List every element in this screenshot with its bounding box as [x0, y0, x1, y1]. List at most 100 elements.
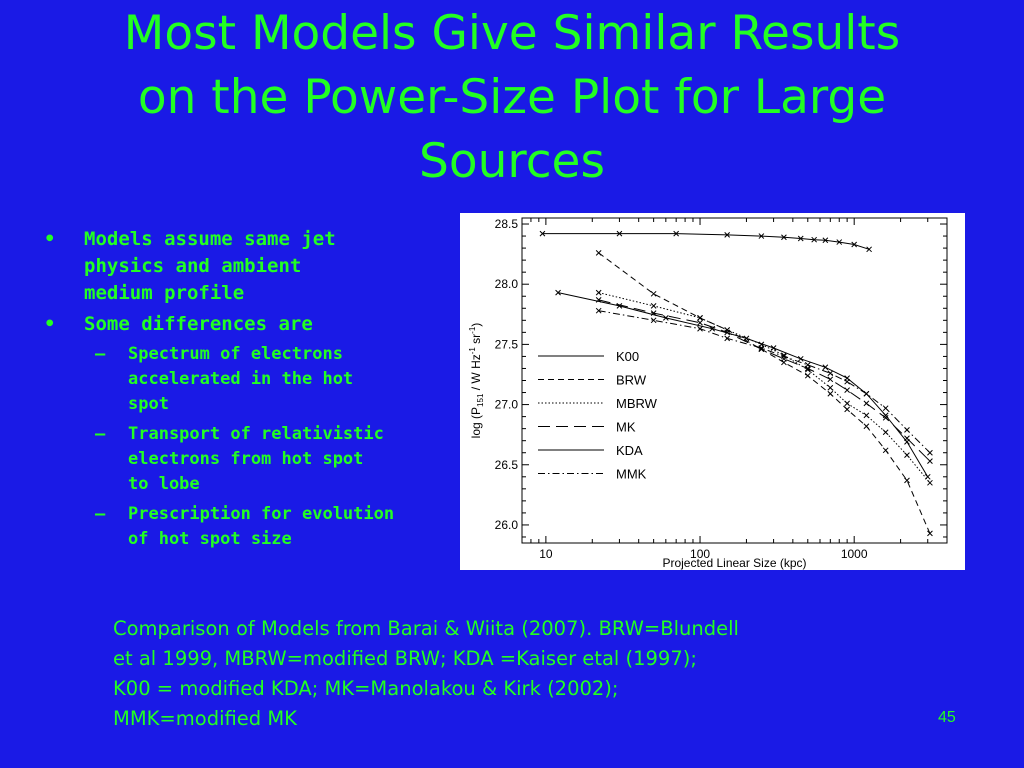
y-axis-label-part: / W Hz	[469, 354, 483, 393]
figure-caption: Comparison of Models from Barai & Wiita …	[113, 614, 893, 734]
series-line-brw	[598, 252, 931, 534]
data-point-mmk	[844, 378, 850, 385]
bullet-text-line: physics and ambient	[84, 255, 302, 277]
data-point-k00	[836, 239, 843, 245]
data-point-mbrw	[927, 479, 933, 486]
data-point-mmk	[863, 390, 870, 397]
data-point-kda	[662, 315, 669, 321]
data-point-k00	[822, 237, 829, 244]
data-point-k00	[539, 230, 546, 237]
data-point-k00	[797, 235, 804, 242]
data-point-mk	[827, 376, 834, 383]
caption-line: et al 1999, MBRW=modified BRW; KDA =Kais…	[113, 647, 697, 670]
data-point-mbrw	[697, 315, 703, 321]
data-point-kda	[770, 345, 777, 351]
data-point-k00	[724, 231, 731, 238]
y-tick-label: 27.5	[495, 337, 519, 351]
series-line-mk	[598, 299, 931, 462]
data-point-mmk	[595, 307, 602, 314]
data-point-brw	[927, 530, 933, 537]
caption-line: MMK=modified MK	[113, 707, 297, 730]
data-point-brw	[904, 477, 910, 484]
data-point-k00	[811, 236, 818, 243]
legend-label: K00	[616, 349, 639, 364]
x-tick-label: 1000	[841, 547, 868, 561]
bullet-text-line: accelerated in the hot	[128, 369, 354, 389]
caption-line: Comparison of Models from Barai & Wiita …	[113, 617, 739, 640]
data-point-kda	[616, 303, 623, 309]
bullet-marker: •	[44, 228, 56, 250]
y-tick-label: 28.0	[495, 277, 519, 291]
series-line-mmk	[598, 310, 931, 454]
y-axis-label-part: log (P	[469, 407, 483, 438]
sub-bullet-item: – Prescription for evolution of hot spot…	[40, 502, 420, 552]
data-point-mbrw	[595, 289, 602, 296]
y-axis-label-part: 151	[476, 393, 485, 407]
sub-bullet-item: – Spectrum of electrons accelerated in t…	[40, 342, 420, 417]
data-point-brw	[804, 372, 811, 379]
data-point-mbrw	[827, 384, 834, 391]
data-point-mmk	[697, 325, 703, 332]
slide-title-line: on the Power-Size Plot for Large	[137, 70, 887, 125]
x-tick-label: 100	[690, 547, 710, 561]
bullet-text-line: electrons from hot spot	[128, 449, 364, 469]
legend-label: MBRW	[616, 396, 658, 411]
data-point-k00	[616, 230, 623, 237]
series-line-mbrw	[598, 292, 931, 484]
data-point-mk	[863, 400, 870, 407]
sub-bullet-marker: –	[95, 344, 106, 364]
data-point-k00	[673, 230, 680, 237]
bullet-text-line: Prescription for evolution	[128, 504, 395, 524]
data-point-mk	[927, 458, 933, 465]
bullet-text-line: Spectrum of electrons	[128, 344, 343, 364]
data-point-mmk	[758, 345, 765, 351]
legend-label: MMK	[616, 467, 647, 482]
bullet-text-line: of hot spot size	[128, 529, 292, 549]
data-point-brw	[863, 423, 870, 430]
series-line-kda	[557, 292, 929, 478]
bullet-marker: •	[44, 313, 56, 335]
bullet-item: • Some differences are	[40, 311, 420, 338]
legend-label: BRW	[616, 373, 647, 388]
bullet-item: • Models assume same jet physics and amb…	[40, 226, 420, 307]
data-point-brw	[595, 250, 602, 256]
data-point-k00	[866, 246, 872, 253]
sub-bullet-item: – Transport of relativistic electrons fr…	[40, 422, 420, 497]
y-tick-label: 26.5	[495, 458, 519, 472]
data-point-brw	[650, 290, 657, 297]
data-point-brw	[827, 390, 834, 397]
data-point-mmk	[804, 361, 811, 368]
data-point-kda	[904, 439, 910, 445]
slide-number: 45	[938, 709, 956, 726]
data-point-kda	[555, 289, 561, 296]
plot-frame	[521, 217, 948, 544]
bullet-text-line: Transport of relativistic	[128, 424, 384, 444]
bullet-list: • Models assume same jet physics and amb…	[40, 226, 420, 557]
data-point-kda	[797, 355, 804, 362]
data-point-mk	[882, 414, 889, 421]
data-point-mk	[724, 329, 731, 336]
data-point-mmk	[650, 317, 657, 324]
data-point-mk	[844, 387, 850, 393]
data-point-mmk	[904, 426, 910, 433]
power-size-chart: 10 100 1000 26.0 26.5 27.0 27.5 28.0 28.5 Project…	[460, 213, 965, 570]
data-point-kda	[882, 412, 889, 419]
data-point-mbrw	[863, 412, 870, 419]
data-point-k00	[758, 233, 765, 239]
data-point-kda	[743, 335, 750, 342]
chart-svg: 10 100 1000 26.0 26.5 27.0 27.5 28.0 28.5 Project…	[468, 217, 948, 570]
data-point-mmk	[827, 370, 834, 377]
y-tick-label: 27.0	[495, 398, 519, 412]
caption-line: K00 = modified KDA; MK=Manolakou & Kirk …	[113, 677, 619, 700]
data-point-brw	[882, 447, 889, 454]
legend-label: MK	[616, 420, 636, 435]
data-point-mmk	[882, 405, 889, 412]
data-point-mbrw	[844, 400, 850, 407]
bullet-text-line: spot	[128, 394, 169, 414]
data-point-mmk	[927, 449, 933, 456]
y-tick-label: 26.0	[495, 518, 519, 532]
data-point-brw	[844, 406, 850, 413]
bullet-text-line: Models assume same jet	[84, 228, 336, 250]
data-point-k00	[851, 241, 858, 248]
y-tick-label: 28.5	[495, 217, 519, 231]
